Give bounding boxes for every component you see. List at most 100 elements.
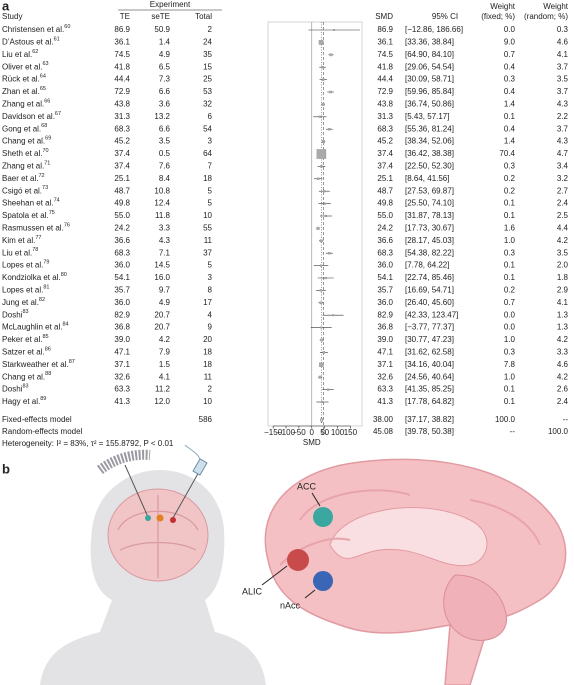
- study-name: Christensen et al.60: [2, 24, 70, 34]
- study-name: Rasmussen et al.76: [2, 223, 70, 233]
- cell-ci: [41.35, 85.25]: [405, 385, 454, 394]
- cell-w-fixed: 0.1: [504, 211, 516, 220]
- effect-square: [323, 202, 326, 205]
- column-header: (random; %): [524, 12, 568, 21]
- summary-diamond: [320, 428, 327, 436]
- effect-square: [319, 239, 323, 243]
- x-tick-label: 150: [344, 428, 358, 437]
- cell-sete: 7.3: [159, 75, 171, 84]
- cell-smd: 86.9: [377, 25, 393, 34]
- study-ref: 61: [54, 37, 60, 43]
- cell-w-fixed: 0.3: [504, 248, 516, 257]
- cell-te: 31.3: [114, 112, 130, 121]
- study-ref: 75: [49, 210, 55, 216]
- cell-ci: [7.78, 64.22]: [405, 261, 449, 270]
- cell-total: 4: [208, 310, 213, 319]
- brain-illustration: [261, 458, 567, 685]
- effect-square: [319, 301, 323, 305]
- cell-smd: 36.0: [377, 261, 393, 270]
- cell-smd: 35.7: [377, 286, 393, 295]
- study-name: Doshi83: [2, 384, 29, 394]
- effect-square: [317, 177, 320, 180]
- study-name: Peker et al.85: [2, 334, 49, 344]
- cell-ci: [16.69, 54.71]: [405, 286, 454, 295]
- cell-w-random: 4.7: [557, 149, 569, 158]
- cell-w-fixed: 100.0: [495, 415, 516, 424]
- cell-w-random: 4.2: [557, 236, 569, 245]
- cell-w-random: 3.2: [557, 174, 569, 183]
- cell-ci: [37.17, 38.82]: [405, 415, 454, 424]
- cell-sete: 14.5: [154, 261, 170, 270]
- cell-total: 55: [203, 224, 212, 233]
- cell-w-random: 2.5: [557, 211, 569, 220]
- cell-ci: [54.38, 82.22]: [405, 248, 454, 257]
- cell-w-random: --: [563, 415, 569, 424]
- column-header: Weight: [543, 2, 569, 11]
- study-ref: 78: [32, 248, 38, 254]
- cell-sete: 20.7: [154, 310, 170, 319]
- cell-sete: 7.9: [159, 348, 171, 357]
- cell-smd: 82.9: [377, 310, 393, 319]
- study-name: Chang et al.69: [2, 136, 51, 146]
- study-name: Liu et al.62: [2, 49, 38, 59]
- study-name: Kim et al.77: [2, 235, 41, 245]
- cell-w-fixed: 0.1: [504, 199, 516, 208]
- cell-w-random: 3.7: [557, 87, 569, 96]
- cell-total: 5: [208, 199, 213, 208]
- cell-smd: 45.2: [377, 137, 393, 146]
- cell-w-fixed: 0.4: [504, 124, 516, 133]
- cell-ci: [30.77, 47.23]: [405, 335, 454, 344]
- cell-ci: [34.16, 40.04]: [405, 360, 454, 369]
- study-ref: 66: [44, 99, 50, 105]
- study-ref: 88: [45, 372, 51, 378]
- cell-w-fixed: 0.2: [504, 186, 516, 195]
- study-ref: 60: [64, 24, 70, 30]
- cell-smd: 36.1: [377, 38, 393, 47]
- study-name: Oliver et al.63: [2, 62, 49, 72]
- study-ref: 72: [38, 173, 44, 179]
- x-tick-label: −150: [264, 428, 283, 437]
- cell-ci: [28.17, 45.03]: [405, 236, 454, 245]
- cell-ci: [30.09, 58.71]: [405, 75, 454, 84]
- column-header: seTE: [151, 12, 170, 21]
- cell-te: 68.3: [114, 248, 130, 257]
- cell-ci: [22.74, 85.46]: [405, 273, 454, 282]
- effect-square: [321, 102, 325, 106]
- cell-te: 36.1: [114, 38, 130, 47]
- column-header: SMD: [375, 12, 393, 21]
- study-name: Spatola et al.75: [2, 210, 55, 220]
- effect-square: [332, 314, 335, 317]
- cell-w-fixed: 1.0: [504, 236, 516, 245]
- cell-te: 48.7: [114, 186, 130, 195]
- cell-sete: 11.8: [155, 211, 171, 220]
- cell-ci: [36.42, 38.38]: [405, 149, 454, 158]
- cell-total: 6: [208, 112, 213, 121]
- study-name: Csigó et al.73: [2, 186, 48, 196]
- cell-w-fixed: 0.3: [504, 348, 516, 357]
- study-ref: 73: [42, 186, 48, 192]
- cell-sete: 7.6: [159, 162, 171, 171]
- effect-square: [329, 90, 332, 94]
- cell-te: 74.5: [114, 50, 130, 59]
- cell-w-random: 4.1: [557, 50, 569, 59]
- cell-sete: 4.1: [159, 372, 171, 381]
- cell-te: 45.2: [114, 137, 130, 146]
- cell-smd: 44.4: [377, 75, 393, 84]
- cell-w-fixed: 0.0: [504, 25, 516, 34]
- cell-sete: 4.9: [159, 50, 171, 59]
- effect-square: [321, 400, 324, 404]
- cell-smd: 43.8: [377, 100, 393, 109]
- study-ref: 79: [43, 260, 49, 266]
- region-label: nAcc: [280, 600, 301, 610]
- study-name: Starkweather et al.87: [2, 359, 75, 369]
- cell-total: 17: [203, 298, 212, 307]
- cell-w-random: 4.2: [557, 372, 569, 381]
- cell-sete: 3.6: [159, 100, 171, 109]
- heterogeneity: Heterogeneity: I² = 83%, τ² = 155.8792, …: [2, 439, 174, 448]
- cell-te: 36.8: [114, 323, 130, 332]
- cell-w-fixed: 0.3: [504, 75, 516, 84]
- effect-square: [318, 115, 321, 118]
- cell-sete: 8.4: [159, 174, 171, 183]
- cell-sete: 6.6: [159, 124, 171, 133]
- cell-smd: 41.8: [377, 62, 393, 71]
